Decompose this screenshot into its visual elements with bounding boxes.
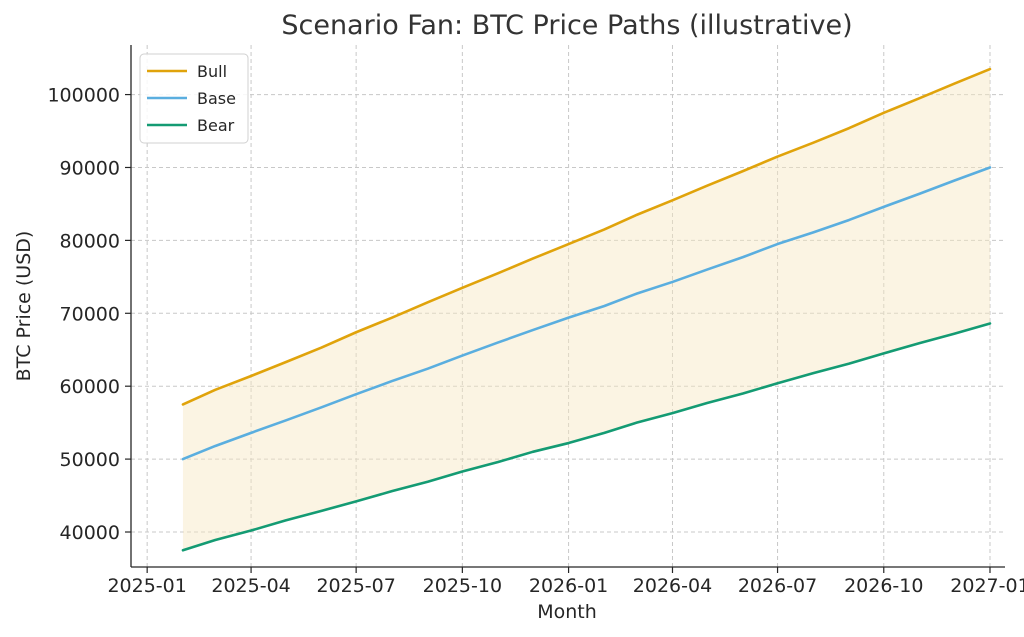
fan-fill-area bbox=[182, 69, 990, 551]
series-line-base bbox=[181, 166, 992, 461]
x-tick-label: 2025-01 bbox=[107, 575, 186, 597]
x-ticks: 2025-01 2025-04 2025-07 2025-10 2026-01 2026-… bbox=[107, 567, 1024, 597]
y-axis-label: BTC Price (USD) bbox=[13, 231, 35, 382]
y-tick-label: 100000 bbox=[47, 85, 120, 107]
y-tick-label: 70000 bbox=[60, 303, 120, 325]
x-tick-label: 2026-01 bbox=[529, 575, 608, 597]
legend-label-base: Base bbox=[197, 89, 236, 108]
x-tick-label: 2025-10 bbox=[423, 575, 502, 597]
y-tick-label: 60000 bbox=[60, 376, 120, 398]
y-tick-label: 80000 bbox=[60, 230, 120, 252]
legend-label-bear: Bear bbox=[197, 116, 235, 135]
x-tick-label: 2027-01 bbox=[950, 575, 1024, 597]
legend: Bull Base Bear bbox=[139, 53, 249, 144]
legend-label-bull: Bull bbox=[197, 62, 227, 81]
legend-box bbox=[139, 53, 249, 144]
y-tick-label: 90000 bbox=[60, 157, 120, 179]
y-tick-label: 40000 bbox=[60, 522, 120, 544]
series-layer bbox=[181, 67, 992, 552]
chart-title: Scenario Fan: BTC Price Paths (illustrat… bbox=[281, 10, 852, 41]
series-line-bull bbox=[181, 67, 992, 406]
x-axis-label: Month bbox=[537, 601, 597, 623]
fan-fill-layer bbox=[182, 69, 990, 551]
y-tick-label: 50000 bbox=[60, 449, 120, 471]
series-line-bear bbox=[181, 322, 992, 552]
x-tick-label: 2026-07 bbox=[738, 575, 817, 597]
x-tick-label: 2026-10 bbox=[844, 575, 923, 597]
x-tick-label: 2026-04 bbox=[633, 575, 712, 597]
x-tick-label: 2025-07 bbox=[316, 575, 395, 597]
grid bbox=[131, 45, 1005, 567]
y-ticks: 40000 50000 60000 70000 80000 90000 100000 bbox=[47, 85, 131, 544]
x-tick-label: 2025-04 bbox=[211, 575, 290, 597]
